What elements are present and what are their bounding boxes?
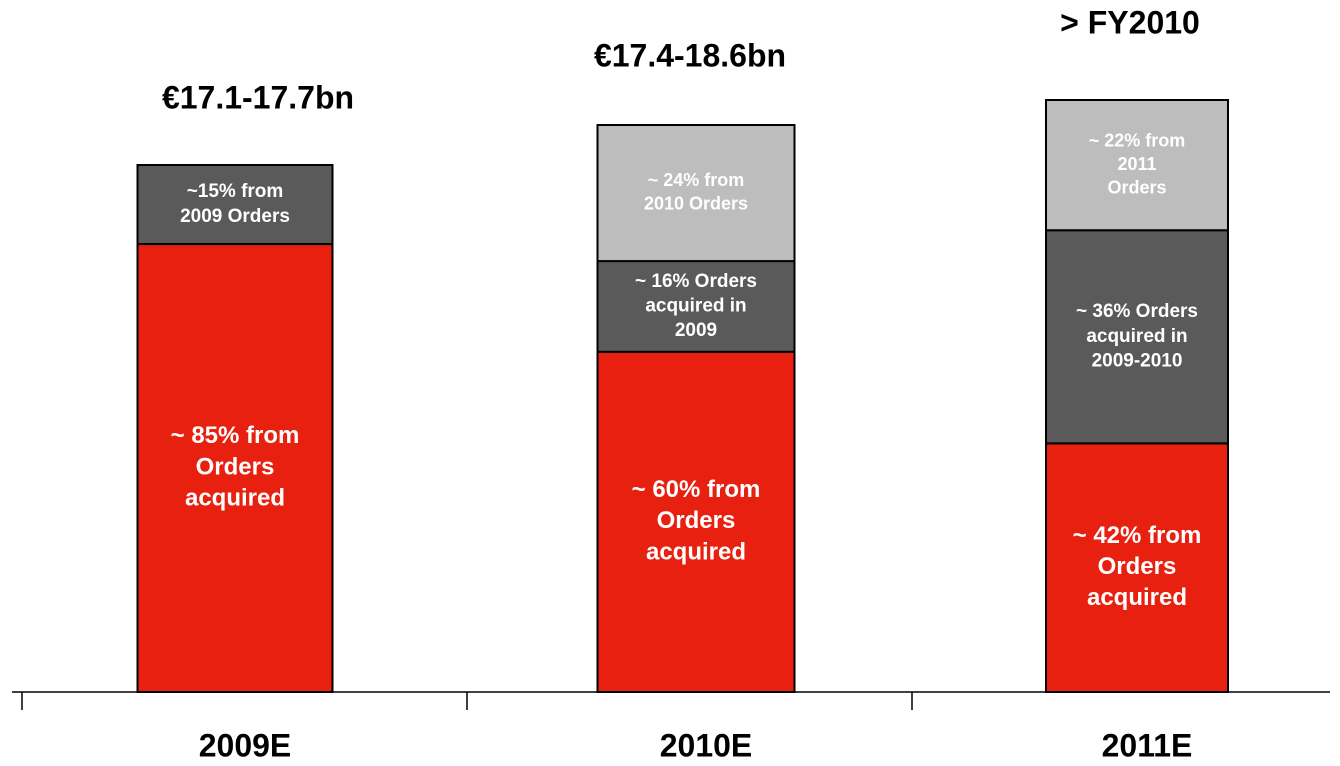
segment-label: Orders	[1107, 177, 1166, 197]
segment-label: ~15% from	[187, 181, 284, 202]
total-annotation: €17.1-17.7bn	[162, 79, 354, 115]
segment-label: Orders	[196, 453, 275, 480]
total-annotation: > FY2010	[1060, 4, 1200, 40]
bar-segment	[1045, 99, 1229, 232]
segment-label: Orders	[1098, 553, 1177, 580]
segment-label: ~ 24% from	[648, 170, 745, 190]
bar-segment	[136, 164, 334, 246]
segment-label: ~ 42% from	[1073, 522, 1202, 549]
bar-segment	[596, 124, 796, 263]
segment-label: ~ 22% from	[1089, 130, 1186, 150]
x-tick-label: 2011E	[1102, 727, 1193, 763]
bar-segment	[136, 243, 334, 694]
segment-label: acquired	[646, 538, 746, 565]
bar-segment	[596, 260, 796, 353]
x-tick-label: 2009E	[199, 727, 292, 763]
segment-label: 2009-2010	[1092, 351, 1183, 372]
segment-label: acquired in	[645, 295, 746, 316]
segment-label: ~ 85% from	[171, 422, 300, 449]
segment-label: 2011	[1117, 154, 1156, 174]
bar-segment	[596, 350, 796, 693]
segment-label: acquired	[185, 485, 285, 512]
bar-segment	[1045, 442, 1229, 693]
bar-segment	[1045, 229, 1229, 445]
segment-label: acquired	[1087, 584, 1187, 611]
segment-label: 2009	[675, 320, 717, 341]
segment-label: 2009 Orders	[180, 206, 290, 227]
segment-label: Orders	[657, 507, 736, 534]
x-tick-label: 2010E	[660, 727, 753, 763]
segment-label: 2010 Orders	[644, 193, 748, 213]
segment-label: acquired in	[1086, 326, 1187, 347]
total-annotation: €17.4-18.6bn	[594, 37, 786, 73]
segment-label: ~ 16% Orders	[635, 271, 757, 292]
segment-label: ~ 36% Orders	[1076, 301, 1198, 322]
segment-label: ~ 60% from	[632, 476, 761, 503]
